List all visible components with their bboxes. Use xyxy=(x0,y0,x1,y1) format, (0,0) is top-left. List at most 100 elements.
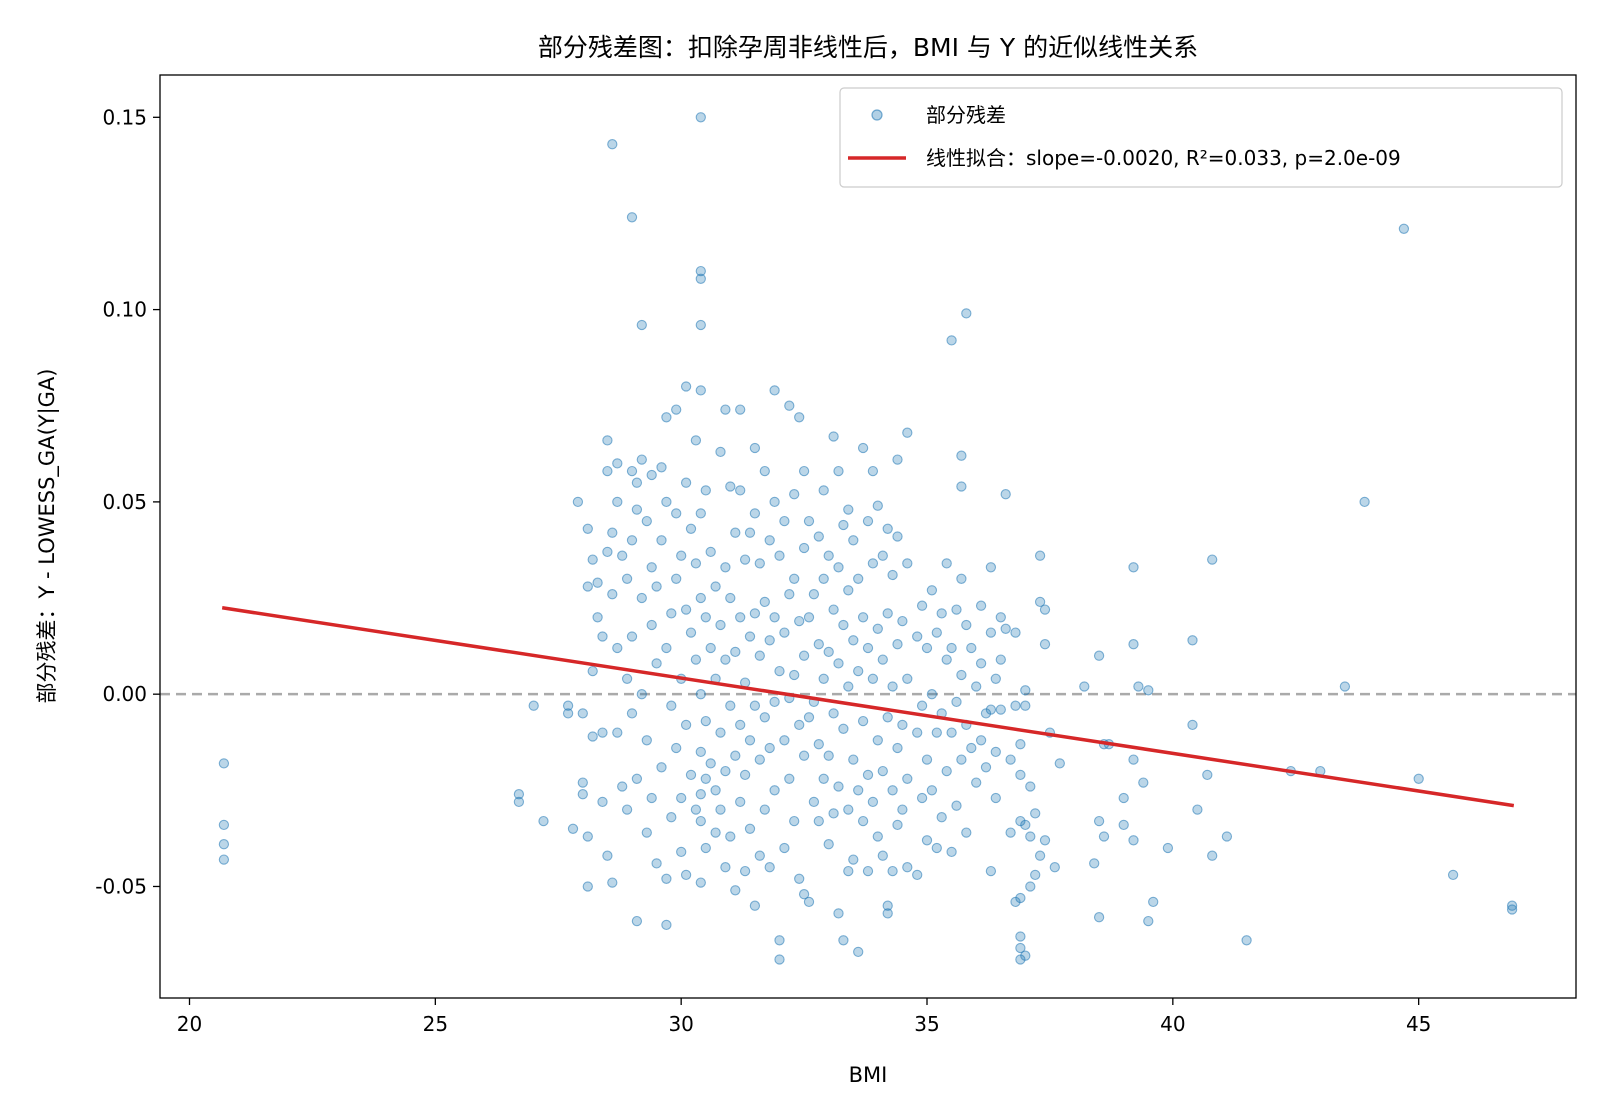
data-point xyxy=(661,919,672,931)
data-point xyxy=(1128,562,1139,573)
data-point xyxy=(582,881,593,892)
data-point xyxy=(597,727,608,738)
data-point xyxy=(612,727,623,738)
x-tick-label: 35 xyxy=(914,1012,939,1036)
data-point xyxy=(1128,639,1139,650)
y-tick-label: -0.05 xyxy=(95,874,147,898)
data-point xyxy=(1202,769,1213,781)
chart-title: 部分残差图：扣除孕周非线性后，BMI 与 Y 的近似线性关系 xyxy=(538,33,1198,62)
data-point xyxy=(1010,700,1021,711)
data-point xyxy=(700,715,711,727)
data-point xyxy=(636,689,647,700)
data-point xyxy=(1039,835,1051,846)
data-point xyxy=(1015,942,1026,954)
data-point xyxy=(848,854,859,865)
data-point xyxy=(562,700,574,711)
data-point xyxy=(759,712,770,723)
data-point xyxy=(951,696,962,708)
data-point xyxy=(592,612,603,623)
data-point xyxy=(715,446,726,458)
data-point xyxy=(690,558,702,569)
data-point xyxy=(661,496,672,508)
data-point xyxy=(749,700,761,711)
data-point xyxy=(710,827,721,838)
data-point xyxy=(1093,912,1105,923)
data-point xyxy=(582,581,593,592)
data-point xyxy=(720,404,731,415)
data-point xyxy=(646,562,657,573)
data-point xyxy=(612,496,623,508)
data-point xyxy=(774,550,785,561)
data-point xyxy=(872,623,883,634)
data-point xyxy=(848,535,859,546)
data-point xyxy=(823,646,834,658)
data-point xyxy=(1015,769,1026,781)
legend-box xyxy=(839,87,1563,188)
data-point xyxy=(789,573,800,584)
data-point xyxy=(779,627,790,638)
data-point xyxy=(695,689,706,700)
data-point xyxy=(1162,842,1174,854)
data-point xyxy=(916,792,928,804)
data-point xyxy=(877,550,888,561)
data-point xyxy=(902,862,913,873)
data-point xyxy=(1039,639,1051,650)
data-point xyxy=(754,650,765,661)
legend-label-fit: 线性拟合：slope=-0.0020, R²=0.033, p=2.0e-09 xyxy=(926,146,1401,170)
data-point xyxy=(872,831,883,842)
data-point xyxy=(744,527,756,538)
data-point xyxy=(695,265,706,277)
data-point xyxy=(823,550,834,561)
data-point xyxy=(971,681,982,692)
data-point xyxy=(1000,489,1011,500)
data-point xyxy=(867,796,879,808)
data-point xyxy=(769,385,780,396)
data-point xyxy=(838,935,849,946)
data-point xyxy=(626,708,638,719)
data-point xyxy=(857,612,869,623)
data-point xyxy=(902,773,913,784)
data-point xyxy=(813,815,824,827)
data-point xyxy=(946,642,957,654)
data-point xyxy=(730,885,741,896)
data-point xyxy=(744,823,756,834)
data-point xyxy=(931,842,942,854)
data-point xyxy=(798,889,810,900)
data-point xyxy=(1015,931,1026,942)
data-point xyxy=(966,642,977,654)
data-point xyxy=(690,804,702,815)
data-point xyxy=(843,681,854,692)
data-point xyxy=(749,442,761,454)
data-point xyxy=(1020,685,1031,696)
data-point xyxy=(975,735,987,746)
data-point xyxy=(671,404,682,415)
data-point xyxy=(926,689,938,700)
data-point xyxy=(749,900,761,911)
data-point xyxy=(833,781,844,792)
data-point xyxy=(877,765,888,777)
data-point xyxy=(803,515,815,527)
data-point xyxy=(744,735,756,746)
data-point xyxy=(769,496,780,508)
data-point xyxy=(680,719,692,731)
data-point xyxy=(1359,496,1370,508)
data-point xyxy=(695,789,706,800)
data-point xyxy=(794,412,805,423)
data-point xyxy=(877,654,888,665)
data-point xyxy=(1148,896,1159,908)
data-point xyxy=(218,854,230,865)
data-point xyxy=(720,654,731,665)
data-point xyxy=(612,458,623,469)
y-tick-label: 0.15 xyxy=(102,105,147,129)
data-point xyxy=(602,546,613,558)
data-point xyxy=(218,819,230,831)
data-point xyxy=(1034,550,1046,561)
data-point xyxy=(892,531,903,542)
data-point xyxy=(646,792,657,804)
data-point xyxy=(833,562,844,573)
data-point xyxy=(1015,739,1026,750)
data-point xyxy=(695,746,706,758)
data-point xyxy=(218,758,230,769)
data-point xyxy=(946,846,957,858)
data-point xyxy=(798,542,810,554)
